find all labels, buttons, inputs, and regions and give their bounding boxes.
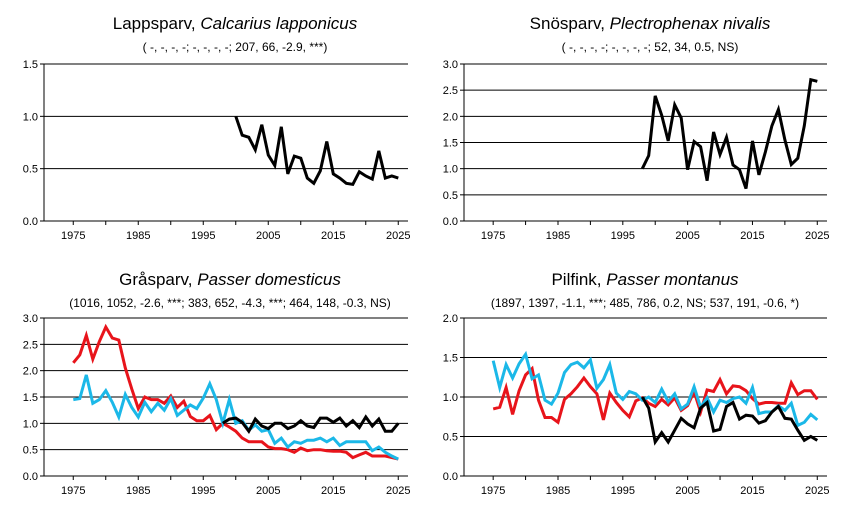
x-tick-label: 2015 (321, 485, 345, 497)
y-tick-label: 0.5 (23, 164, 38, 176)
y-tick-label: 2.0 (23, 366, 38, 378)
y-tick-label: 1.0 (23, 111, 38, 123)
y-tick-label: 1.0 (443, 392, 458, 404)
series-line (492, 365, 819, 425)
x-tick-label: 1975 (61, 230, 85, 242)
panel-title: Lappsparv, Calcarius lapponicus (60, 14, 410, 34)
x-tick-label: 2005 (256, 230, 280, 242)
x-tick-label: 1995 (191, 485, 215, 497)
series-line (73, 374, 399, 461)
species-common-name: Gråsparv, (119, 270, 198, 289)
x-tick-label: 1995 (611, 485, 635, 497)
species-latin-name: Passer domesticus (197, 270, 341, 289)
y-tick-label: 1.5 (443, 353, 458, 365)
series-line (234, 115, 399, 187)
y-tick-label: 3.0 (443, 59, 458, 71)
series-line (72, 323, 399, 461)
x-tick-label: 1985 (546, 485, 570, 497)
y-tick-label: 0.0 (23, 216, 38, 228)
x-tick-label: 2025 (805, 485, 829, 497)
y-tick-label: 0.0 (443, 471, 458, 483)
species-latin-name: Calcarius lapponicus (200, 14, 358, 33)
x-tick-label: 2005 (675, 485, 699, 497)
species-common-name: Pilfink, (551, 270, 607, 289)
panel-stats: ( -, -, -, -; -, -, -, -; 52, 34, 0.5, N… (561, 40, 739, 54)
panel-stats: (1016, 1052, -2.6, ***; 383, 652, -4.3, … (69, 296, 391, 310)
x-tick-label: 1975 (481, 485, 505, 497)
x-tick-label: 2005 (675, 230, 699, 242)
y-tick-label: 1.0 (443, 164, 458, 176)
series-line (641, 396, 819, 446)
x-tick-label: 1985 (126, 485, 150, 497)
species-common-name: Lappsparv, (112, 14, 201, 33)
species-latin-name: Passer montanus (606, 270, 739, 289)
panel-stats: ( -, -, -, -; -, -, -, -; 207, 66, -2.9,… (142, 40, 328, 54)
y-tick-label: 1.5 (23, 59, 38, 71)
species-latin-name: Plectrophenax nivalis (609, 14, 771, 33)
x-tick-label: 2025 (386, 485, 410, 497)
x-tick-label: 1995 (611, 230, 635, 242)
x-tick-label: 2025 (386, 230, 410, 242)
y-tick-label: 3.0 (23, 313, 38, 325)
x-tick-label: 2015 (740, 230, 764, 242)
x-tick-label: 2015 (321, 230, 345, 242)
y-tick-label: 1.0 (23, 418, 38, 430)
y-tick-label: 2.0 (443, 111, 458, 123)
y-tick-label: 0.0 (23, 471, 38, 483)
x-tick-label: 1985 (546, 230, 570, 242)
series-line (221, 414, 400, 434)
x-tick-label: 2015 (740, 485, 764, 497)
y-tick-label: 2.5 (443, 85, 458, 97)
panel-stats: (1897, 1397, -1.1, ***; 485, 786, 0.2, N… (490, 296, 800, 310)
x-tick-label: 1985 (126, 230, 150, 242)
y-tick-label: 1.5 (23, 392, 38, 404)
x-tick-label: 2005 (256, 485, 280, 497)
y-tick-label: 1.5 (443, 138, 458, 150)
panel-title: Snösparv, Plectrophenax nivalis (470, 14, 830, 34)
y-tick-label: 2.5 (23, 339, 38, 351)
x-tick-label: 1975 (481, 230, 505, 242)
panel-title: Pilfink, Passer montanus (440, 270, 848, 290)
x-tick-label: 1975 (61, 485, 85, 497)
species-common-name: Snösparv, (529, 14, 610, 33)
series-line (640, 77, 818, 190)
y-tick-label: 0.5 (443, 432, 458, 444)
panel-title: Gråsparv, Passer domesticus (20, 270, 440, 290)
x-tick-label: 2025 (805, 230, 829, 242)
y-tick-label: 2.0 (443, 313, 458, 325)
y-tick-label: 0.5 (443, 190, 458, 202)
x-tick-label: 1995 (191, 230, 215, 242)
y-tick-label: 0.5 (23, 445, 38, 457)
y-tick-label: 0.0 (443, 216, 458, 228)
series-line (491, 350, 819, 428)
